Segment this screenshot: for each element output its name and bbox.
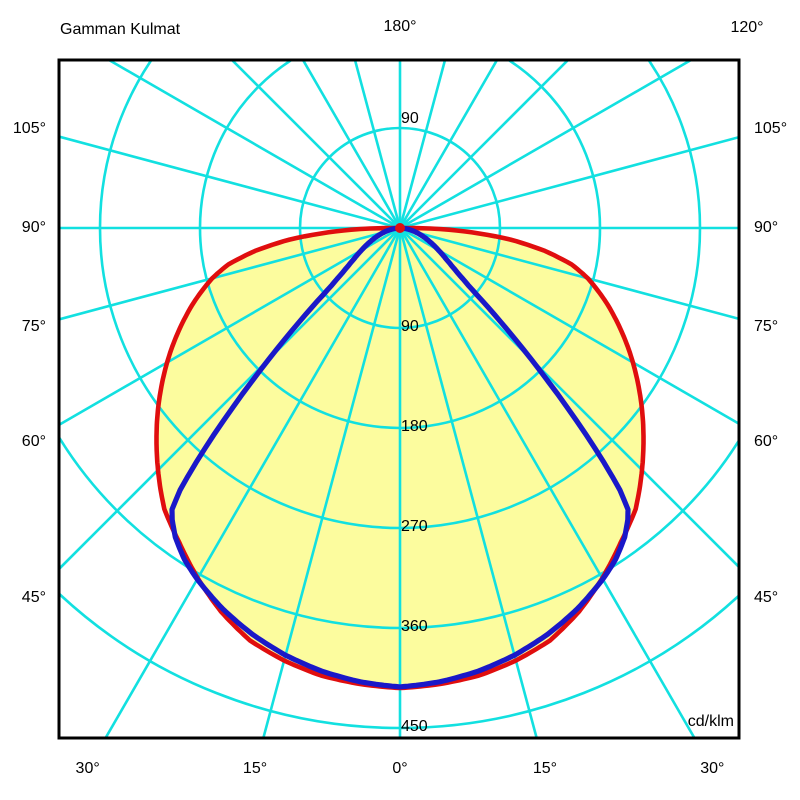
left-gamma-label: 105° xyxy=(12,119,46,137)
right-gamma-label: 75° xyxy=(754,318,779,336)
unit-label: cd/klm xyxy=(687,713,734,730)
bottom-gamma-label: 30° xyxy=(700,760,725,777)
left-gamma-label: 90° xyxy=(21,219,46,236)
bottom-gamma-label: 0° xyxy=(392,760,408,777)
radial-scale-label: 450 xyxy=(401,718,428,735)
radial-scale-label: 360 xyxy=(401,618,428,635)
chart-title: Gamman Kulmat xyxy=(60,21,181,38)
top-center-angle-label: 180° xyxy=(383,18,417,35)
right-gamma-label: 105° xyxy=(754,119,788,137)
left-gamma-label: 45° xyxy=(21,589,46,606)
bottom-gamma-label: 15° xyxy=(532,760,558,777)
radial-scale-label: 270 xyxy=(401,518,428,535)
right-gamma-label: 45° xyxy=(754,589,779,606)
bottom-gamma-label: 30° xyxy=(75,760,100,777)
right-gamma-label: 90° xyxy=(754,219,779,236)
left-gamma-label: 75° xyxy=(21,318,46,336)
curve-blue-c90-plane xyxy=(169,225,631,690)
top-right-angle-label: 120° xyxy=(730,19,764,36)
radial-scale-label: 90 xyxy=(401,110,419,127)
origin-dot xyxy=(395,223,405,233)
radial-scale-label: 90 xyxy=(401,318,419,335)
right-gamma-label: 60° xyxy=(754,432,779,450)
chart-frame xyxy=(57,58,741,740)
bottom-gamma-label: 15° xyxy=(242,760,268,777)
left-gamma-label: 60° xyxy=(21,432,46,450)
radial-scale-label: 180 xyxy=(401,418,428,435)
